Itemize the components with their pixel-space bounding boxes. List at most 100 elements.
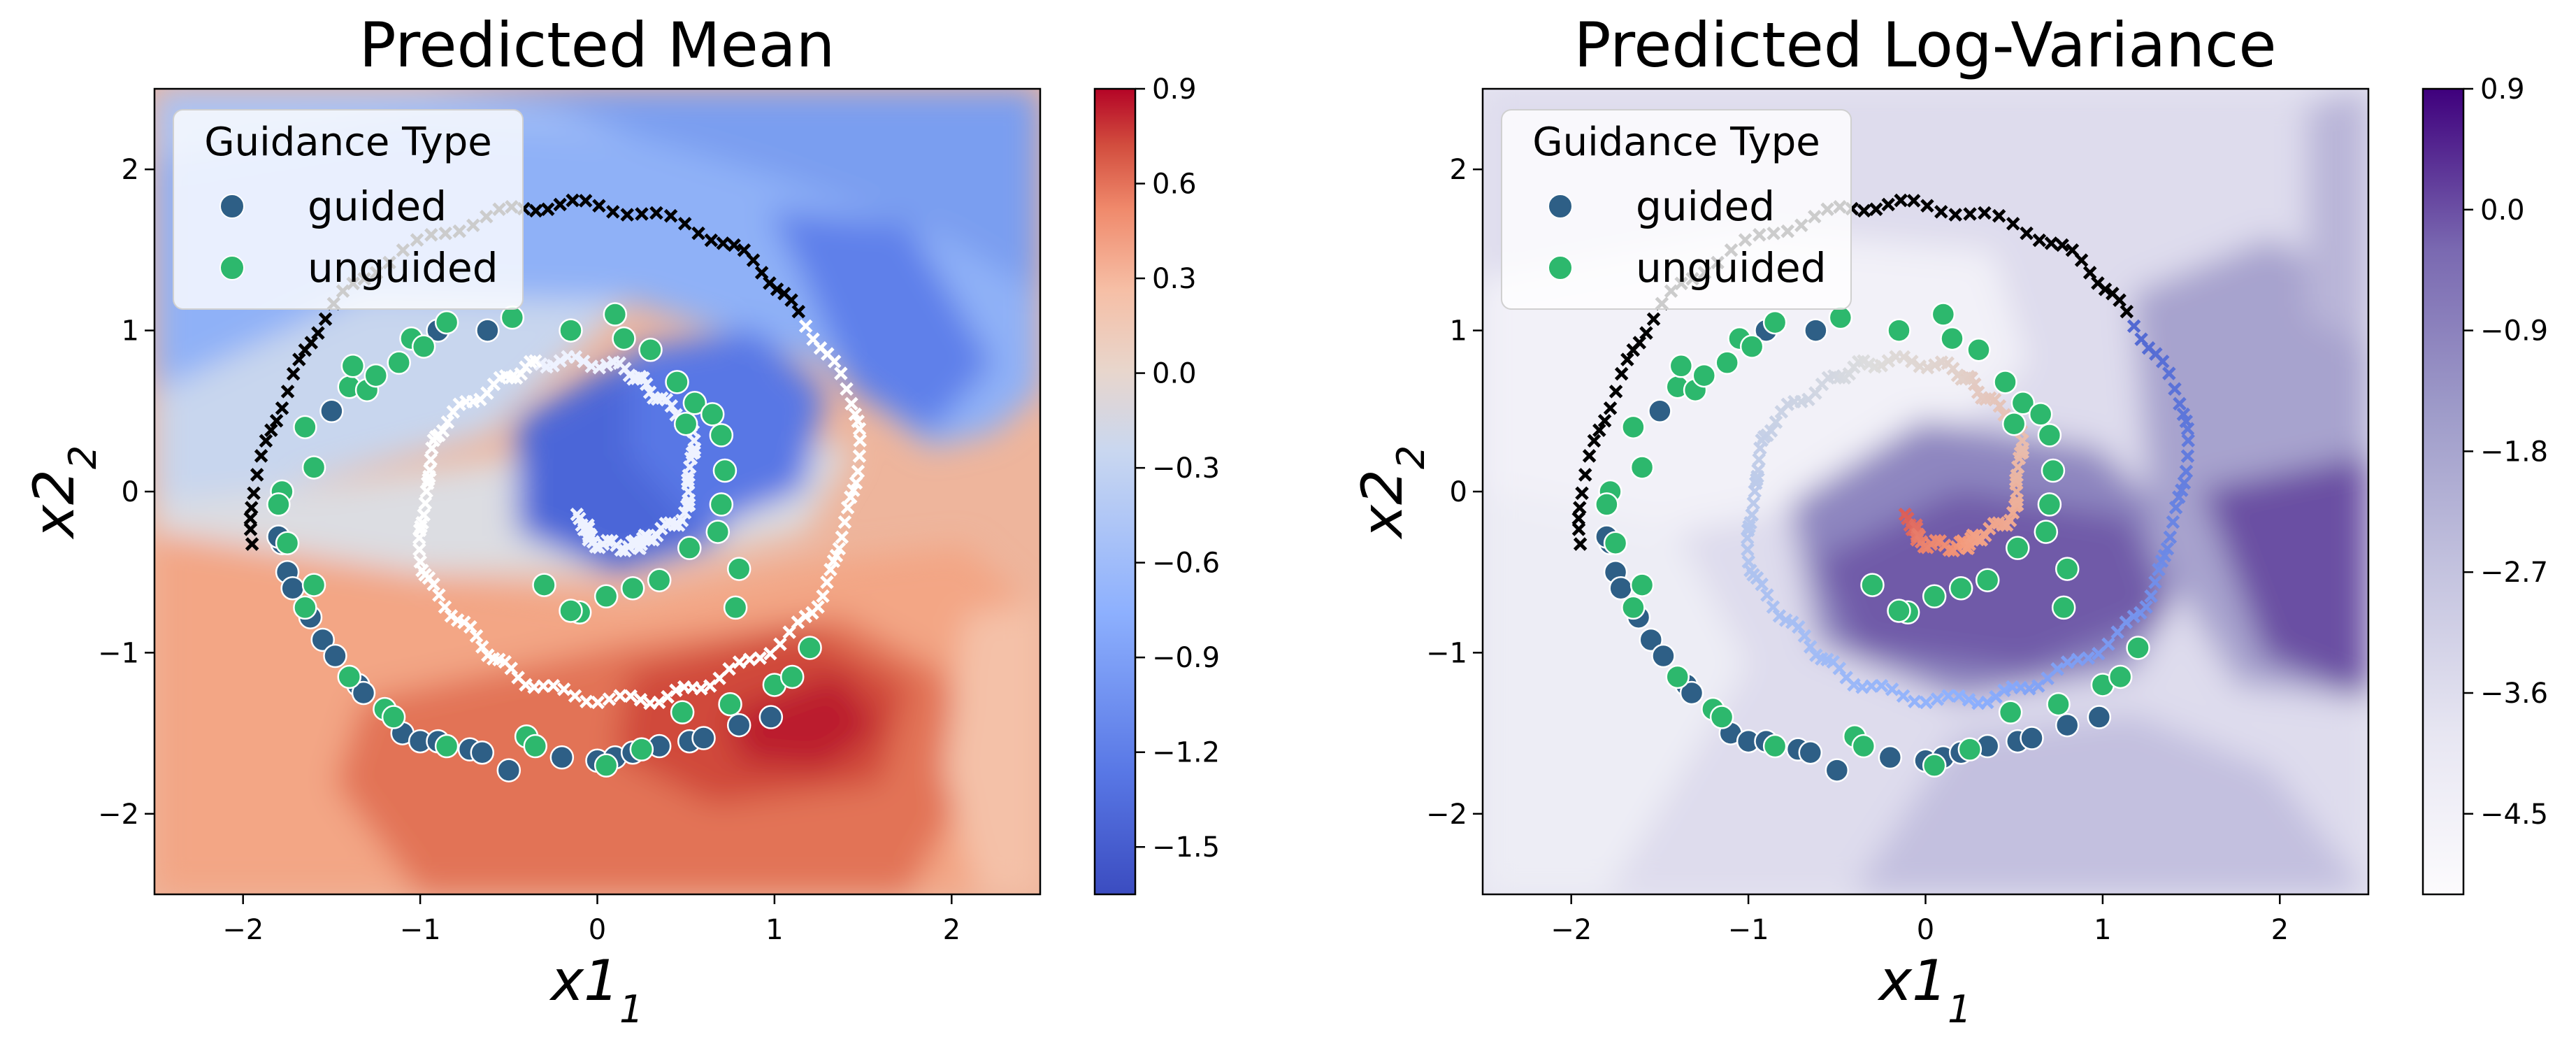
legend-label-unguided: unguided <box>308 244 498 292</box>
data-cross-marker <box>1620 352 1634 366</box>
chart-title: Predicted Mean <box>359 9 835 81</box>
data-cross-marker <box>1906 194 1921 208</box>
data-cross-marker <box>2060 655 2075 669</box>
data-cross-marker <box>1962 692 1976 707</box>
colorbar-tick-label: 0.0 <box>2480 194 2525 227</box>
data-cross-marker <box>2176 407 2191 422</box>
data-cross-marker <box>1930 692 1945 706</box>
y-tick-label: −2 <box>98 799 139 831</box>
unguided-point <box>293 415 317 440</box>
data-cross-marker <box>1948 208 1963 222</box>
data-cross-marker <box>1626 343 1641 357</box>
data-cross-marker <box>438 600 452 614</box>
data-cross-marker <box>247 486 261 501</box>
unguided-point <box>798 636 822 660</box>
legend-label-unguided: unguided <box>1636 244 1827 292</box>
data-cross-marker <box>1573 537 1588 551</box>
x-tick-label: −2 <box>222 914 264 946</box>
data-cross-marker <box>254 449 268 463</box>
legend-title: Guidance Type <box>204 120 491 165</box>
data-cross-marker <box>722 661 736 676</box>
data-cross-marker <box>1941 689 1955 703</box>
unguided-point <box>434 310 459 335</box>
y-tick-label: 0 <box>1450 476 1467 508</box>
data-cross-marker <box>1913 359 1927 373</box>
data-cross-marker <box>742 652 757 666</box>
data-cross-marker <box>2106 287 2120 301</box>
unguided-point <box>612 326 636 351</box>
x-tick-label: 0 <box>1917 914 1934 946</box>
data-cross-marker <box>463 620 477 634</box>
guided-point <box>475 318 500 343</box>
guided-point <box>280 575 305 601</box>
data-cross-marker <box>2139 600 2153 614</box>
data-cross-marker <box>1980 695 1994 710</box>
data-cross-marker <box>2120 304 2134 319</box>
data-cross-marker <box>2006 217 2020 231</box>
data-cross-marker <box>602 692 617 706</box>
data-cross-marker <box>791 304 806 319</box>
data-cross-marker <box>1978 529 1992 543</box>
data-cross-marker <box>753 651 768 665</box>
unguided-point <box>1715 350 1739 375</box>
data-cross-marker <box>1774 405 1789 419</box>
colorbar-tick-label: −1.2 <box>1152 737 1220 769</box>
data-cross-marker <box>2091 276 2105 290</box>
data-cross-marker <box>777 287 791 301</box>
x-tick-label: −2 <box>1550 914 1592 946</box>
colorbar-tick-label: −0.3 <box>1152 452 1220 485</box>
unguided-point <box>2037 423 2062 448</box>
panel-predicted-log-variance: −2 −1 0 1 2 −2 −1 0 1 2 Predicted Log-Variance x1… <box>1350 9 2548 1031</box>
unguided-point <box>1621 595 1646 620</box>
data-cross-marker <box>837 515 852 529</box>
unguided-point <box>1966 337 1991 362</box>
unguided-point <box>2041 458 2066 483</box>
data-cross-marker <box>1639 326 1653 340</box>
unguided-point <box>2028 402 2053 427</box>
data-cross-marker <box>2050 661 2064 676</box>
unguided-point <box>1940 326 1964 351</box>
guided-point <box>2055 713 2080 738</box>
data-cross-marker <box>540 202 555 217</box>
data-cross-marker <box>1760 588 1774 602</box>
data-cross-marker <box>668 518 682 532</box>
unguided-point <box>665 370 689 394</box>
unguided-point <box>593 584 619 609</box>
colorbar-mean: 0.9 0.6 0.3 0.0 −0.3 −0.6 −0.9 −1.2 −1.5 <box>1093 73 1220 896</box>
unguided-point <box>523 734 548 759</box>
data-cross-marker <box>606 205 620 219</box>
unguided-point <box>673 411 698 436</box>
data-cross-marker <box>1952 689 1966 703</box>
data-cross-marker <box>1857 203 1871 218</box>
data-cross-marker <box>642 532 657 547</box>
x-axis-label-base: x1 <box>1877 948 1948 1013</box>
data-cross-marker <box>424 452 438 467</box>
data-cross-marker <box>553 197 567 212</box>
data-cross-marker <box>469 629 484 643</box>
unguided-point <box>381 705 406 729</box>
unguided-point <box>301 455 326 480</box>
guided-point <box>1804 318 1828 343</box>
unguided-point <box>593 753 619 778</box>
axis-ticks-log-variance: −2 −1 0 1 2 −2 −1 0 1 2 <box>1426 154 2289 946</box>
unguided-point <box>705 520 731 544</box>
y-tick-label: −1 <box>1426 637 1467 669</box>
data-cross-marker <box>1603 401 1618 415</box>
data-cross-marker <box>1992 208 2006 223</box>
data-cross-marker <box>2082 266 2097 280</box>
legend-marker-guided <box>220 194 245 219</box>
unguided-point <box>559 599 583 623</box>
colorbar-tick-label: 0.9 <box>1152 73 1197 106</box>
data-cross-marker <box>704 233 719 248</box>
x-axis-label-subscript: 1 <box>619 987 643 1031</box>
guided-point <box>1878 745 1903 770</box>
data-cross-marker <box>820 575 834 589</box>
data-cross-marker <box>1741 543 1755 557</box>
guided-point <box>1639 627 1663 652</box>
unguided-point <box>1595 492 1619 517</box>
data-cross-marker <box>1919 695 1933 710</box>
data-cross-marker <box>311 326 325 340</box>
data-cross-marker <box>635 207 649 221</box>
